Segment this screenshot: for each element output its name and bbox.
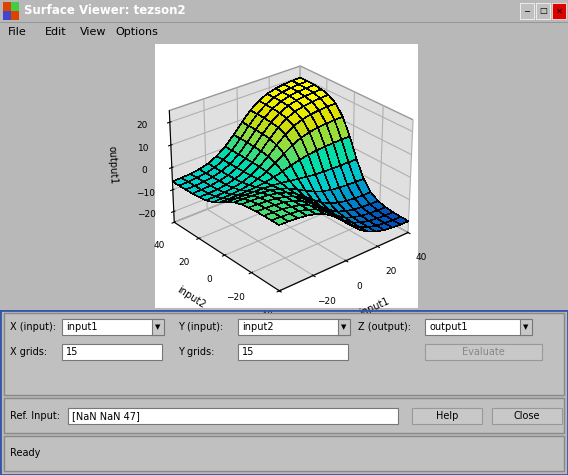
- Bar: [62, 319, 162, 335]
- X-axis label: input1: input1: [358, 295, 391, 318]
- Bar: [238, 344, 348, 360]
- Text: Help: Help: [436, 411, 458, 421]
- Bar: [3, 2, 19, 20]
- Bar: [4, 313, 564, 395]
- Bar: [62, 344, 162, 360]
- Text: ▼: ▼: [155, 324, 161, 330]
- Bar: [492, 408, 562, 424]
- Text: ▼: ▼: [341, 324, 346, 330]
- Text: □: □: [539, 7, 547, 16]
- Text: X grids:: X grids:: [10, 347, 47, 357]
- Text: Ready: Ready: [10, 448, 40, 458]
- Text: Y grids:: Y grids:: [178, 347, 214, 357]
- Bar: [425, 319, 530, 335]
- Text: Y (input):: Y (input):: [178, 322, 223, 332]
- Text: 15: 15: [66, 347, 78, 357]
- Bar: [4, 398, 564, 433]
- Bar: [552, 3, 566, 19]
- Bar: [520, 3, 534, 19]
- Text: X (input):: X (input):: [10, 322, 56, 332]
- Text: input1: input1: [66, 322, 98, 332]
- Text: ✕: ✕: [556, 7, 562, 16]
- Text: Options: Options: [115, 27, 158, 37]
- Text: Ref. Input:: Ref. Input:: [10, 411, 60, 421]
- Text: input2: input2: [242, 322, 274, 332]
- Text: 15: 15: [242, 347, 254, 357]
- Text: Close: Close: [513, 411, 540, 421]
- Bar: [68, 408, 398, 424]
- Text: Surface Viewer: tezson2: Surface Viewer: tezson2: [24, 4, 186, 18]
- Bar: [412, 408, 482, 424]
- Text: ▼: ▼: [523, 324, 529, 330]
- Text: ─: ─: [524, 7, 529, 16]
- Bar: [238, 319, 348, 335]
- Text: File: File: [8, 27, 27, 37]
- Bar: [425, 344, 542, 360]
- Bar: [520, 319, 532, 335]
- Text: [NaN NaN 47]: [NaN NaN 47]: [72, 411, 140, 421]
- Bar: [11, 2, 19, 11]
- Bar: [152, 319, 164, 335]
- Bar: [338, 319, 350, 335]
- Bar: [536, 3, 550, 19]
- Text: View: View: [80, 27, 107, 37]
- Text: Edit: Edit: [45, 27, 66, 37]
- Text: output1: output1: [429, 322, 467, 332]
- Bar: [3, 11, 11, 20]
- Bar: [4, 436, 564, 471]
- Text: Z (output):: Z (output):: [358, 322, 411, 332]
- Text: Evaluate: Evaluate: [462, 347, 504, 357]
- Y-axis label: input2: input2: [175, 285, 207, 311]
